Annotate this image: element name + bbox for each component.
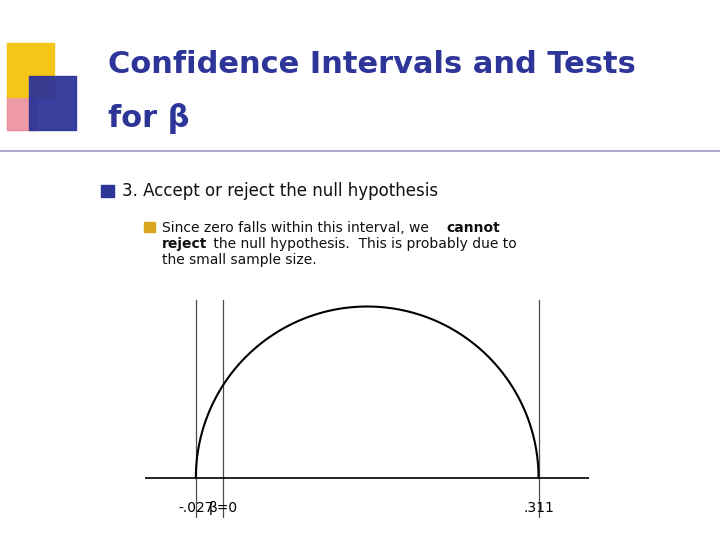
Text: cannot: cannot: [446, 221, 500, 235]
Bar: [7, 43, 54, 97]
Bar: [144, 222, 155, 232]
Bar: [101, 185, 114, 197]
Text: for β: for β: [108, 103, 189, 134]
Text: .311: .311: [523, 501, 554, 515]
Text: the small sample size.: the small sample size.: [162, 253, 317, 267]
Text: Since zero falls within this interval, we: Since zero falls within this interval, w…: [162, 221, 433, 235]
Bar: [29, 76, 76, 130]
Text: -.027: -.027: [178, 501, 214, 515]
Text: the null hypothesis.  This is probably due to: the null hypothesis. This is probably du…: [209, 237, 516, 251]
Text: β=0: β=0: [209, 501, 238, 515]
Bar: [7, 94, 36, 130]
Text: 3. Accept or reject the null hypothesis: 3. Accept or reject the null hypothesis: [122, 182, 438, 200]
Text: Confidence Intervals and Tests: Confidence Intervals and Tests: [108, 50, 636, 79]
Text: reject: reject: [162, 237, 207, 251]
